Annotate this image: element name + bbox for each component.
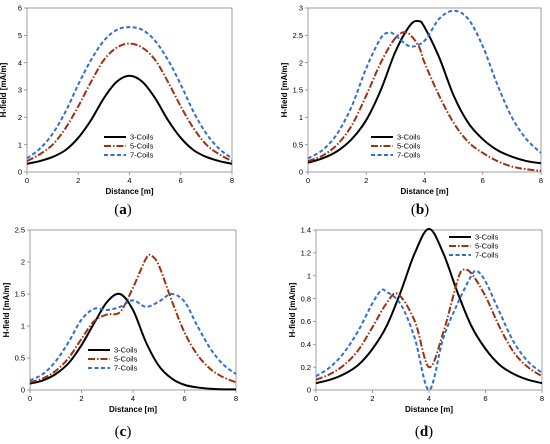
legend-entry: 3-Coils	[397, 133, 421, 142]
panel-caption: (d)	[415, 424, 433, 440]
panel-caption: (a)	[114, 202, 132, 218]
x-tick-label: 8	[234, 394, 238, 403]
panel-caption: (c)	[115, 424, 132, 440]
x-axis-label: Distance [m]	[105, 187, 153, 196]
x-tick-label: 4	[127, 176, 131, 185]
legend-entry: 5-Coils	[114, 355, 138, 364]
legend-entry: 5-Coils	[475, 242, 499, 251]
x-axis-label: Distance [m]	[400, 187, 448, 196]
y-axis-label: H-field [mA/m]	[2, 282, 11, 337]
y-tick-label: 1.4	[301, 226, 311, 235]
y-tick-label: 0.5	[15, 354, 25, 363]
x-tick-label: 8	[540, 394, 544, 403]
y-tick-label: 0.4	[301, 340, 311, 349]
x-tick-label: 8	[230, 176, 234, 185]
x-tick-label: 0	[306, 176, 310, 185]
y-tick-label: 2	[18, 113, 22, 122]
legend-entry: 3-Coils	[475, 233, 499, 242]
series-line-5-coils	[315, 268, 543, 381]
series-line-7-coils	[307, 9, 542, 160]
series-line-5-coils	[26, 42, 233, 162]
x-tick-label: 6	[179, 176, 183, 185]
x-tick-label: 2	[79, 394, 83, 403]
x-tick-label: 4	[422, 176, 426, 185]
series-line-7-coils	[29, 292, 237, 382]
y-tick-label: 1.2	[301, 249, 311, 258]
series-line-5-coils	[307, 31, 542, 172]
series-line-7-coils	[26, 26, 233, 160]
y-tick-label: 0	[21, 386, 25, 395]
y-tick-label: 6	[18, 4, 22, 13]
y-tick-label: 1	[21, 322, 25, 331]
y-axis-label: H-field [mA/m]	[0, 62, 8, 117]
series-line-3-coils	[29, 292, 237, 391]
x-tick-label: 4	[427, 394, 431, 403]
y-axis-label: H-field [mA/m]	[288, 282, 297, 337]
y-tick-label: 1.5	[15, 290, 25, 299]
chart-panel-b: 0 2 4 6 8 0 0.5 1 1.5 2 2.5 3 Distance [m] H-field [m…	[280, 4, 543, 218]
legend-entry: 7-Coils	[475, 251, 499, 260]
y-tick-label: 0.2	[301, 363, 311, 372]
x-tick-label: 6	[483, 394, 487, 403]
y-tick-label: 2	[299, 58, 303, 67]
y-tick-label: 4	[18, 58, 22, 67]
x-tick-label: 4	[131, 394, 135, 403]
x-tick-label: 6	[182, 394, 186, 403]
y-tick-label: 1	[299, 113, 303, 122]
series-line-3-coils	[315, 227, 543, 385]
y-tick-label: 0	[299, 168, 303, 177]
legend-entry: 7-Coils	[114, 364, 138, 373]
x-tick-label: 2	[76, 176, 80, 185]
x-axis-label: Distance [m]	[109, 405, 157, 414]
y-axis-label: H-field [mA/m]	[280, 62, 289, 117]
y-tick-label: 3	[299, 4, 303, 13]
y-tick-label: 2.5	[15, 226, 25, 235]
y-tick-label: 3	[18, 86, 22, 95]
x-tick-label: 2	[364, 176, 368, 185]
panel-caption: (b)	[411, 202, 429, 218]
x-tick-label: 0	[314, 394, 318, 403]
x-tick-label: 8	[539, 176, 543, 185]
legend-entry: 5-Coils	[130, 142, 154, 151]
chart-panel-c: 0 2 4 6 8 0 0.5 1 1.5 2 2.5 Distance [m] H-field [mA…	[2, 226, 238, 440]
y-tick-label: 1	[18, 140, 22, 149]
chart-panel-d: 0 2 4 6 8 0 0.2 0.4 0.6 0.8 1 1.2 1.4 Distance [m] H-f…	[288, 226, 544, 440]
legend-entry: 3-Coils	[130, 133, 154, 142]
y-tick-label: 0.8	[301, 294, 311, 303]
x-axis-label: Distance [m]	[405, 405, 453, 414]
series-line-5-coils	[29, 253, 237, 384]
series-line-3-coils	[307, 19, 542, 165]
x-tick-label: 0	[28, 394, 32, 403]
y-tick-label: 1.5	[293, 86, 303, 95]
y-tick-label: 5	[18, 31, 22, 40]
x-tick-label: 2	[370, 394, 374, 403]
y-tick-label: 1	[307, 271, 311, 280]
y-tick-label: 2.5	[293, 31, 303, 40]
legend-entry: 7-Coils	[397, 151, 421, 160]
legend-entry: 5-Coils	[397, 142, 421, 151]
y-tick-label: 0	[18, 168, 22, 177]
legend-entry: 7-Coils	[130, 151, 154, 160]
series-line-3-coils	[26, 74, 233, 165]
y-tick-label: 0	[307, 386, 311, 395]
chart-panel-a: 0 2 4 6 8 0 1 2 3 4 5 6 Distance [m] H-field [mA/m] 3-…	[0, 4, 234, 218]
x-tick-label: 6	[481, 176, 485, 185]
series-line-7-coils	[315, 269, 543, 392]
y-tick-label: 2	[21, 258, 25, 267]
y-tick-label: 0.6	[301, 317, 311, 326]
y-tick-label: 0.5	[293, 140, 303, 149]
x-tick-label: 0	[25, 176, 29, 185]
legend-entry: 3-Coils	[114, 346, 138, 355]
